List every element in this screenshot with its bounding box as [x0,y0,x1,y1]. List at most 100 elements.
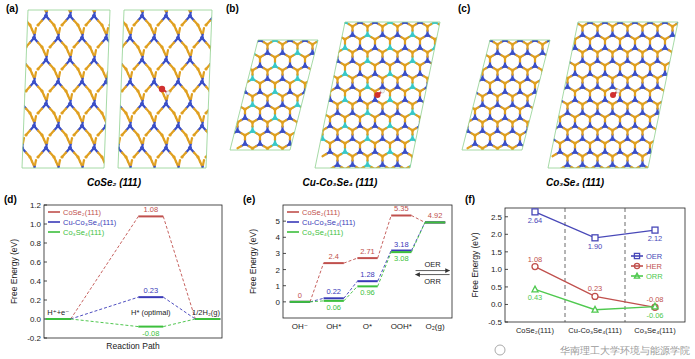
atom [204,67,207,70]
atom [108,23,111,26]
bond [98,65,102,70]
bond [296,18,298,22]
atom [36,111,39,114]
atom [24,1,27,4]
bond [200,66,204,68]
bond [319,114,321,118]
bond [174,27,178,29]
bond [324,131,328,133]
bond [425,159,429,161]
bond [10,126,14,131]
bond [380,118,384,120]
atom [192,1,195,4]
bond [279,27,283,29]
bond [214,104,218,109]
bond [311,18,313,22]
atom [243,134,246,137]
atom [52,23,55,26]
atom [128,80,132,84]
bond [399,94,403,96]
bond [328,68,332,70]
bond [106,126,110,131]
atom [132,111,135,114]
atom [191,51,195,55]
bond [358,131,362,133]
bond [376,118,380,120]
bond [406,107,410,109]
bond [193,68,197,70]
bond [102,25,104,30]
bond [290,29,294,31]
bond [266,153,268,157]
bond [244,36,246,40]
bond [324,27,328,29]
bond [68,140,70,145]
atom [160,133,163,136]
bond [164,96,166,101]
atom [136,1,139,4]
bond [214,60,218,65]
bond [234,94,238,96]
atom [92,102,96,106]
bond [320,144,324,146]
bond [86,153,90,158]
bond [20,52,22,57]
bond [305,29,309,31]
bond [162,3,164,8]
bond [391,118,395,120]
bond [58,170,62,175]
bond [244,31,246,35]
bond [249,53,253,55]
bond [210,91,212,96]
bond [365,40,369,42]
bond [35,160,36,165]
bond [215,81,219,83]
bond [116,140,118,145]
atom [64,177,67,180]
bond [313,131,317,133]
atom [192,45,195,48]
atom [112,133,115,136]
bond [110,0,114,3]
atom [108,155,111,158]
bond [391,107,395,109]
bond [42,3,44,8]
atom [120,45,123,48]
bond [158,0,162,3]
bond [44,52,46,57]
bond [384,68,388,70]
bond [80,162,82,167]
bond [191,44,193,48]
atom [164,58,168,62]
bond [238,146,242,148]
bond [212,52,214,57]
bond [373,79,377,81]
bond [179,72,180,77]
bond [222,113,224,118]
atom [64,133,67,136]
bond [335,118,339,120]
bond [59,28,60,33]
atom [184,133,187,136]
bond [319,36,321,40]
atom [156,111,159,114]
bond [214,55,215,60]
bond [214,16,218,21]
atom [172,111,175,114]
bond [92,140,94,145]
bond [328,131,332,133]
bond [365,92,369,94]
bond [86,0,90,3]
atom [176,80,180,84]
atom [228,108,231,111]
bond [185,55,189,57]
bond [20,8,22,13]
bond [90,148,94,153]
atom [208,133,211,136]
bond [361,29,365,31]
bond [211,55,215,57]
atom [16,133,19,136]
bond [191,49,193,53]
bond [194,175,198,180]
bond [229,31,231,35]
